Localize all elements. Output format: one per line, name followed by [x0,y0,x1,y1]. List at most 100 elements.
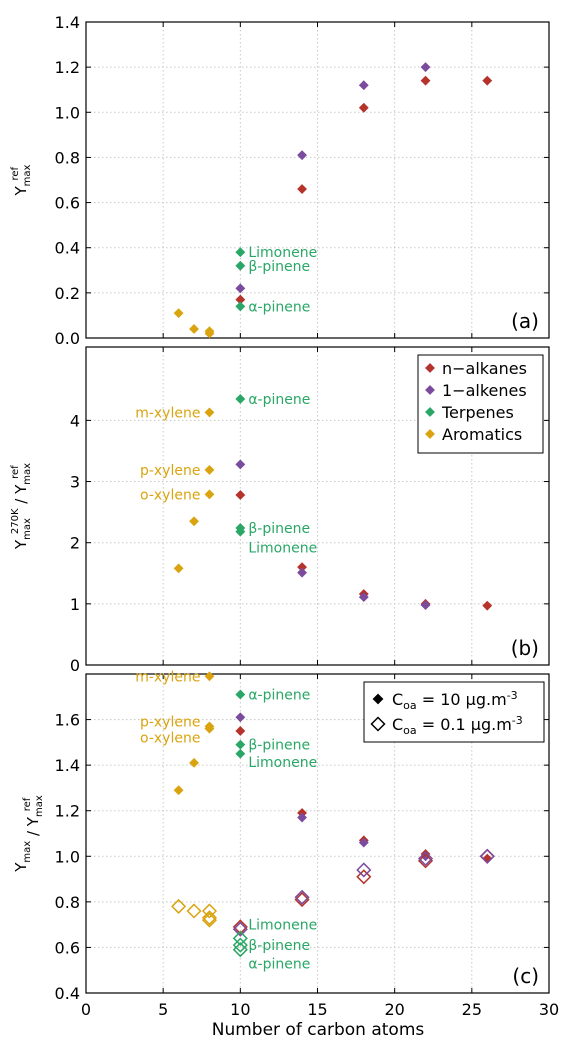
y-tick-label: 0 [70,656,80,675]
data-point-Aromatics [204,464,215,475]
data-point-Aromatics [201,912,218,928]
annotation-label: m-xylene [135,669,200,685]
annotation-label: α-pinene [248,957,310,973]
data-point-1-alkenes [356,862,372,878]
data-point-Aromatics [186,903,202,919]
annotation-label: Limonene [248,541,317,557]
y-axis-label: Ymaxref [10,164,33,196]
data-point-1-alkenes [235,712,246,723]
panel-a: 0.0 0.2 0.4 0.6 0.8 1.0 1.2 1.4 Limoneneβ-pinene… [10,13,550,348]
panel-tag: (c) [512,964,539,988]
y-tick-label: 0.6 [55,938,80,957]
data-point-1-alkenes [358,837,369,848]
data-point-Terpenes [232,930,248,946]
legend-marker [425,429,435,439]
annotation-label: p-xylene [140,463,201,479]
data-point-1-alkenes [297,567,307,578]
x-axis-label: Number of carbon atoms [212,1020,425,1040]
data-point-n-alkanes [482,600,493,611]
panel-b: 0 1 2 3 4 α-pinene β-pinene Limonene m-xylene p-x… [10,346,550,675]
data-point-n-alkanes [482,853,493,864]
x-tick-label: 5 [158,1000,168,1019]
y-tick-label: 1.0 [55,847,80,866]
y-tick-label: 1.2 [55,58,80,77]
data-point-1-alkenes [420,62,431,73]
annotation-label: Limonene [248,755,317,771]
data-point-Aromatics [204,407,215,418]
panel-tag: (a) [511,309,539,333]
x-tick-label: 20 [384,1000,404,1019]
data-point-n-alkanes [297,184,307,194]
y-tick-label: 1 [70,595,80,614]
y-tick-label: 1.4 [55,756,80,775]
annotation-label: m-xylene [135,405,200,421]
annotation-label: α-pinene [248,392,310,408]
data-point-1-alkenes [417,851,434,867]
legend-label: Coa = 10 μg.m-3 [392,689,518,712]
data-point-Terpenes [235,394,246,404]
legend-label: Aromatics [442,425,522,444]
data-point-Terpenes [235,748,246,759]
data-point-n-alkanes [417,853,434,869]
plot-frame [85,673,550,994]
annotation-label: β-pinene [248,259,310,275]
legend-marker [425,363,435,373]
data-point-1-alkenes [420,600,431,610]
x-tick-label: 30 [539,1000,559,1019]
data-point-Aromatics [189,757,199,768]
data-point-Aromatics [204,671,215,682]
data-point-Aromatics [204,721,215,732]
data-point-Aromatics [189,324,199,334]
data-point-Aromatics [171,898,187,914]
data-point-n-alkanes [235,490,246,500]
y-tick-label: 2 [70,534,80,553]
data-point-Aromatics [173,308,184,319]
data-point-Aromatics [201,910,218,926]
data-point-1-alkenes [297,812,307,823]
data-point-Terpenes [232,942,248,958]
data-point-n-alkanes [235,726,246,736]
data-point-1-alkenes [358,592,369,603]
y-tick-label: 1.0 [55,103,80,122]
plot-frame [85,21,550,339]
legend-marker [372,693,384,705]
data-point-1-alkenes [235,459,246,470]
data-point-Aromatics [189,516,199,527]
data-point-1-alkenes [235,283,246,294]
x-tick-label: 10 [230,1000,250,1019]
annotation-label: β-pinene [248,521,310,537]
panel-tag: (b) [511,636,539,660]
annotation-label: α-pinene [248,688,310,704]
y-tick-label: 0.6 [55,194,80,213]
legend-marker [425,385,435,395]
data-point-Aromatics [204,328,215,339]
data-point-Terpenes [235,689,246,700]
annotation-label: β-pinene [248,938,310,954]
data-point-1-alkenes [294,889,310,905]
plot-frame [85,346,550,666]
data-point-n-alkanes [420,75,431,86]
annotation-label: p-xylene [140,714,201,730]
data-point-Aromatics [173,785,184,796]
panel-c: 0.40.60.81.01.21.41.6α-pineneβ-pineneLim… [12,669,550,1003]
data-point-n-alkanes [294,892,310,908]
data-point-Terpenes [235,526,246,537]
x-tick-label: 25 [462,1000,482,1019]
y-axis-label: Ymax / Ymaxref [12,795,45,873]
legend-label: Coa = 0.1 μg.m-3 [392,714,523,737]
data-point-n-alkanes [482,75,493,86]
data-point-1-alkenes [479,848,495,864]
data-point-Aromatics [173,563,184,574]
annotation-label: β-pinene [248,738,310,754]
legend-label: n−alkanes [442,359,527,378]
annotation-label: o-xylene [140,731,200,747]
data-point-n-alkanes [356,869,372,885]
data-point-Terpenes [235,247,246,258]
data-point-1-alkenes [232,921,248,937]
annotation-label: o-xylene [140,487,200,503]
y-tick-label: 1.2 [55,802,80,821]
legend: n−alkanes 1−alkenes Terpenes Aromatics [417,354,544,454]
annotation-label: Limonene [248,917,317,933]
legend-marker [370,716,386,732]
